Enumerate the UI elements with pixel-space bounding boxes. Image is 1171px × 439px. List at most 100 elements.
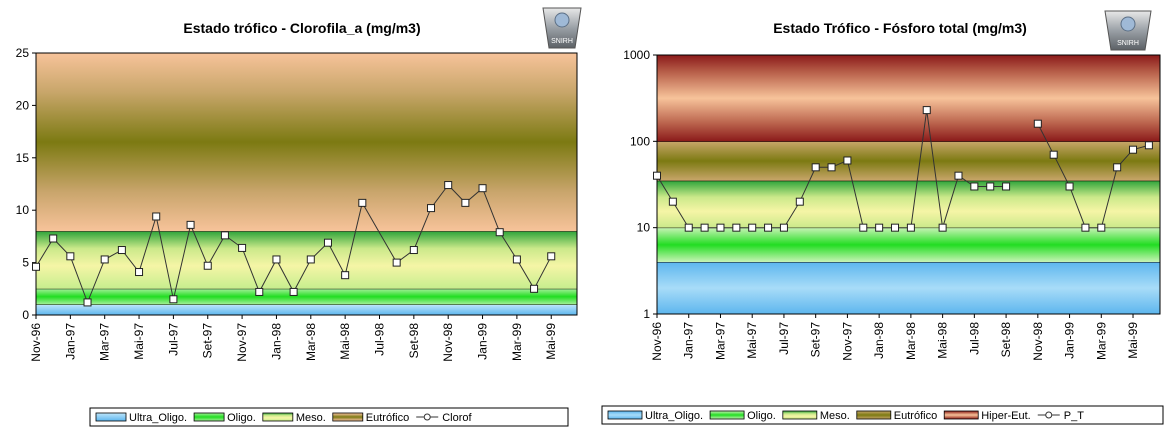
legend-marker	[1045, 411, 1053, 419]
data-point	[986, 182, 995, 191]
x-tick-label: Jan-99	[1063, 322, 1077, 359]
legend-swatch-eutro	[332, 412, 364, 422]
x-tick-label: Mai-97	[132, 323, 146, 360]
data-point	[323, 238, 332, 247]
y-tick-label: 100	[630, 134, 650, 148]
data-point	[478, 184, 487, 193]
data-point	[764, 223, 773, 232]
x-tick-label: Mar-98	[904, 322, 918, 360]
data-point	[1033, 119, 1042, 128]
legend-label: Meso.	[296, 412, 326, 424]
x-tick-label: Mai-98	[338, 323, 352, 360]
y-tick-label: 5	[22, 256, 29, 270]
x-tick-labels: Nov-96 Jan-97 Mar-97 Mai-97 Jul-97 Set-97 Nov-…	[29, 315, 558, 362]
x-tick-label: Nov-98	[1031, 322, 1045, 361]
band-oligo	[36, 288, 577, 305]
data-point	[461, 198, 470, 207]
data-point	[427, 204, 436, 213]
x-tick-label: Jan-97	[682, 322, 696, 359]
band-oligo	[657, 227, 1160, 263]
data-point	[495, 228, 504, 237]
legend-swatch-meso	[262, 412, 294, 422]
data-point	[684, 223, 693, 232]
data-point	[289, 287, 298, 296]
y-tick-label: 0	[22, 308, 29, 322]
data-point	[906, 223, 915, 232]
data-point	[358, 198, 367, 207]
legend-label: Eutrófico	[366, 412, 409, 424]
x-tick-label: Mai-98	[936, 322, 950, 359]
x-tick-label: Mai-97	[745, 322, 759, 359]
data-point	[732, 223, 741, 232]
data-point	[255, 287, 264, 296]
legend-label: Clorof	[442, 412, 472, 424]
data-point	[700, 223, 709, 232]
data-point	[1065, 182, 1074, 191]
data-point	[530, 284, 539, 293]
legend-label: Eutrófico	[894, 410, 937, 422]
data-point	[49, 234, 58, 243]
data-point	[875, 223, 884, 232]
legend-box	[89, 407, 569, 427]
chart-clorofila-svg: Estado trófico - Clorofila_a (mg/m3) SNI…	[16, 7, 582, 427]
x-tick-label: Jul-97	[166, 323, 180, 356]
legend-marker	[423, 413, 431, 421]
data-point	[512, 255, 521, 264]
chart-title: Estado trófico - Clorofila_a (mg/m3)	[183, 20, 420, 36]
band-eutro	[36, 53, 577, 232]
data-point	[66, 252, 75, 261]
x-tick-label: Jan-99	[476, 323, 490, 360]
data-point	[922, 106, 931, 115]
x-tick-label: Mar-99	[510, 323, 524, 361]
x-tick-labels: Nov-96 Jan-97 Mar-97 Mai-97 Jul-97 Set-97 Nov-…	[650, 314, 1140, 361]
data-point	[716, 223, 725, 232]
data-point	[1002, 182, 1011, 191]
band-eutro	[657, 141, 1160, 181]
legend-label: Oligo.	[227, 412, 256, 424]
data-point	[392, 258, 401, 267]
x-tick-label: Nov-98	[441, 323, 455, 362]
x-tick-label: Nov-96	[29, 323, 43, 362]
logo-text: SNIRH	[1117, 40, 1139, 47]
logo-text: SNIRH	[551, 38, 573, 45]
x-tick-label: Jan-98	[872, 322, 886, 359]
data-point	[203, 261, 212, 270]
legend-label: Hiper-Eut.	[981, 410, 1031, 422]
data-point	[653, 171, 661, 180]
x-tick-label: Mar-97	[98, 323, 112, 361]
x-tick-label: Set-97	[201, 323, 215, 359]
data-point	[306, 255, 315, 264]
x-tick-label: Mar-98	[304, 323, 318, 361]
data-point	[117, 246, 126, 255]
y-tick-label: 1	[643, 307, 650, 321]
data-point	[843, 156, 852, 165]
data-point	[152, 212, 161, 221]
data-point	[100, 255, 109, 264]
x-tick-label: Set-98	[407, 323, 421, 359]
legend-swatch-meso	[782, 410, 818, 420]
series-clorof	[32, 181, 556, 307]
legend-label: Ultra_Oligo.	[645, 410, 703, 422]
legend: Ultra_Oligo. Oligo. Meso. Eutrófico Clorof	[89, 407, 569, 427]
band-meso	[657, 180, 1160, 228]
legend-label: Meso.	[820, 410, 850, 422]
x-tick-label: Mai-99	[544, 323, 558, 360]
x-tick-label: Set-98	[999, 322, 1013, 358]
data-point	[668, 197, 677, 206]
data-point	[748, 223, 757, 232]
data-point	[444, 181, 453, 190]
y-tick-label: 1000	[623, 48, 650, 62]
trophic-bands	[657, 54, 1160, 314]
band-meso	[36, 231, 577, 289]
data-point	[891, 223, 900, 232]
band-hiper	[657, 55, 1160, 142]
legend-swatch-oligo	[709, 410, 745, 420]
trophic-bands	[36, 52, 577, 315]
data-point	[409, 246, 418, 255]
data-point	[827, 163, 836, 172]
legend-swatch-eutro	[856, 410, 892, 420]
chart-clorofila: Estado trófico - Clorofila_a (mg/m3) SNI…	[0, 0, 585, 439]
data-point	[135, 268, 144, 277]
x-tick-label: Set-97	[809, 322, 823, 358]
series-p-t	[653, 106, 1153, 232]
